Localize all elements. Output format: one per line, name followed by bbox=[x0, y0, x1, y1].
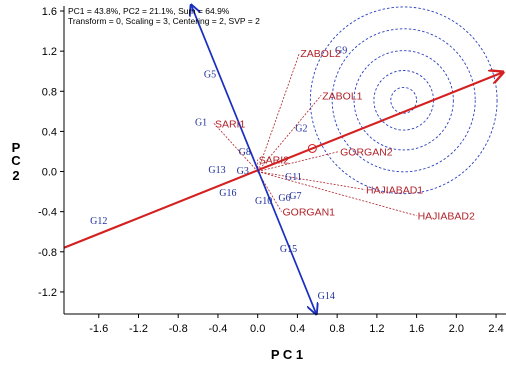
environment-label-gorgan2: GORGAN2 bbox=[340, 146, 393, 158]
axis-ticks: -1.6 -1.2 -0.8 -0.4 0.0 0.4 0.8 1.2 1.6 2.0 2.4 1.6… bbox=[38, 6, 504, 335]
x-tick-label: 0.8 bbox=[329, 323, 344, 335]
genotype-label-g6: G6 bbox=[278, 193, 290, 204]
environment-label-hajiabad1: HAJIABAD1 bbox=[366, 185, 423, 197]
genotype-label-g3: G3 bbox=[237, 166, 249, 177]
genotype-label-g10: G10 bbox=[255, 196, 272, 207]
environment-label-sari2: SARI2 bbox=[259, 154, 290, 166]
genotype-label-g14: G14 bbox=[318, 291, 335, 302]
y-axis-title-line2: C bbox=[11, 153, 21, 168]
x-tick-label: 2.4 bbox=[488, 323, 503, 335]
x-tick-label: 1.6 bbox=[409, 323, 424, 335]
concentric-circle-3 bbox=[353, 50, 454, 151]
plot-frame bbox=[63, 6, 506, 315]
vector-hajiabad1 bbox=[257, 171, 366, 190]
aec-lines bbox=[63, 5, 503, 314]
x-tick-label: -1.6 bbox=[89, 323, 108, 335]
x-tick-label: 2.0 bbox=[449, 323, 464, 335]
y-axis-title-line3: 2 bbox=[12, 168, 19, 183]
genotype-label-g9: G9 bbox=[335, 45, 347, 56]
x-tick-label: -0.4 bbox=[208, 323, 227, 335]
y-tick-label: -0.8 bbox=[38, 247, 57, 259]
y-tick-label: 1.6 bbox=[42, 6, 57, 18]
genotype-label-g15: G15 bbox=[280, 244, 297, 255]
genotype-label-g2: G2 bbox=[295, 124, 307, 135]
concentric-circle-1 bbox=[390, 86, 418, 114]
environment-label-hajiabad2: HAJIABAD2 bbox=[418, 211, 475, 223]
genotype-label-g12: G12 bbox=[90, 216, 107, 227]
y-tick-label: -1.2 bbox=[38, 287, 57, 299]
y-tick-label: 0.0 bbox=[42, 167, 57, 179]
y-axis-title-line1: P bbox=[12, 140, 21, 155]
x-tick-label: -0.8 bbox=[169, 323, 188, 335]
y-tick-label: 0.4 bbox=[42, 126, 57, 138]
average-environment-marker bbox=[307, 143, 317, 153]
genotype-label-g1: G1 bbox=[195, 118, 207, 129]
environment-label-zabol2: ZABOL2 bbox=[300, 48, 340, 60]
environment-label-zabol1: ZABOL1 bbox=[322, 90, 362, 102]
y-tick-label: 1.2 bbox=[42, 46, 57, 58]
y-tick-label: -0.4 bbox=[38, 207, 57, 219]
x-tick-label: 1.2 bbox=[369, 323, 384, 335]
x-axis-title: P C 1 bbox=[271, 347, 303, 362]
concentric-circle-4 bbox=[331, 28, 476, 173]
aec-ordinate-line bbox=[191, 5, 316, 314]
environment-label-gorgan1: GORGAN1 bbox=[283, 207, 336, 219]
environment-label-sari1: SARI1 bbox=[215, 118, 246, 130]
genotype-label-g13: G13 bbox=[208, 165, 225, 176]
genotype-label-g11: G11 bbox=[285, 172, 302, 183]
x-tick-label: 0.4 bbox=[290, 323, 305, 335]
genotype-label-g5: G5 bbox=[204, 70, 216, 81]
genotype-label-g16: G16 bbox=[219, 188, 236, 199]
vector-hajiabad2 bbox=[257, 171, 417, 217]
x-tick-label: 0.0 bbox=[250, 323, 265, 335]
y-tick-label: 0.8 bbox=[42, 86, 57, 98]
x-tick-label: -1.2 bbox=[129, 323, 148, 335]
genotype-label-g8: G8 bbox=[239, 147, 251, 158]
info-text: PC1 = 43.8%, PC2 = 21.1%, Sum = 64.9% Tr… bbox=[68, 6, 260, 26]
info-line-1: PC1 = 43.8%, PC2 = 21.1%, Sum = 64.9% bbox=[68, 6, 230, 16]
info-line-2: Transform = 0, Scaling = 3, Centering = … bbox=[68, 16, 260, 26]
genotype-label-g7: G7 bbox=[289, 191, 301, 202]
